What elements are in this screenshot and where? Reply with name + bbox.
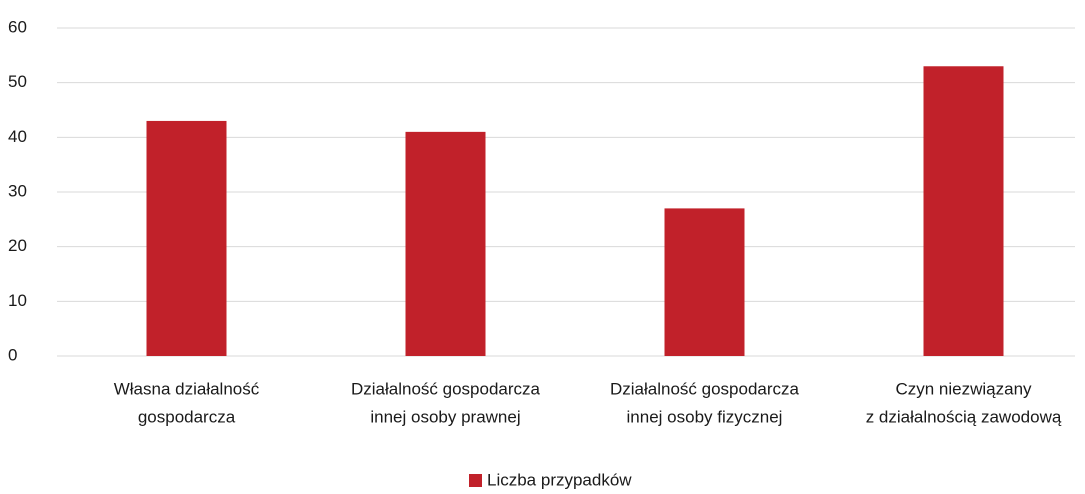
y-tick-label: 50 xyxy=(8,72,27,91)
x-tick-label: innej osoby fizycznej xyxy=(627,407,783,426)
bar xyxy=(664,208,745,356)
y-tick-label: 40 xyxy=(8,127,27,146)
x-tick-label: innej osoby prawnej xyxy=(370,407,520,426)
bar xyxy=(405,131,486,356)
y-tick-label: 10 xyxy=(8,291,27,310)
y-tick-label: 60 xyxy=(8,17,27,36)
x-tick-label: Czyn niezwiązany xyxy=(895,379,1032,398)
x-tick-label: Działalność gospodarcza xyxy=(351,379,541,398)
x-tick-label: gospodarcza xyxy=(138,407,236,426)
y-tick-label: 30 xyxy=(8,181,27,200)
x-tick-label: z działalnością zawodową xyxy=(866,407,1062,426)
bar xyxy=(923,66,1004,357)
x-tick-label: Działalność gospodarcza xyxy=(610,379,800,398)
legend-label: Liczba przypadków xyxy=(487,470,632,489)
y-tick-label: 20 xyxy=(8,236,27,255)
x-tick-label: Własna działalność xyxy=(114,379,260,398)
legend-swatch xyxy=(469,474,482,487)
bar xyxy=(146,120,227,356)
y-tick-label: 0 xyxy=(8,345,17,364)
